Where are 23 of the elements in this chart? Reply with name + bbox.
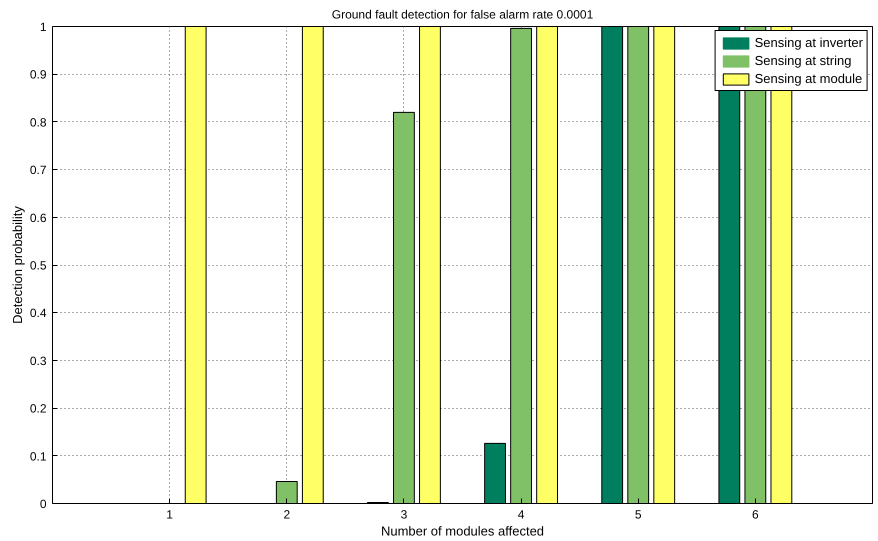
x-tick-label: 2 [283, 508, 290, 522]
y-tick-label: 0.6 [30, 210, 47, 225]
x-axis-title: Number of modules affected [380, 524, 544, 538]
y-tick-label: 0.1 [30, 449, 47, 464]
x-tick-label: 3 [400, 508, 408, 522]
y-tick-label: 0.2 [30, 402, 47, 416]
legend-label: Sensing at module [754, 71, 862, 86]
y-tick-label: 0.4 [30, 306, 47, 320]
y-axis-title: Detection probability [10, 206, 25, 324]
x-tick-label: 6 [752, 508, 760, 522]
x-tick-label: 5 [634, 508, 642, 522]
legend-label: Sensing at inverter [754, 35, 863, 50]
y-tick-label: 0.5 [30, 258, 47, 272]
legend-label: Sensing at string [754, 53, 852, 68]
y-tick-label: 0.8 [30, 115, 47, 130]
y-tick-label: 0 [40, 497, 47, 511]
x-tick-label: 1 [166, 508, 174, 522]
y-tick-label: 1 [40, 20, 47, 34]
x-tick-label: 4 [518, 508, 525, 522]
chart-title: Ground fault detection for false alarm rate 0.0001 [332, 8, 594, 22]
y-tick-label: 0.3 [30, 354, 47, 368]
y-tick-label: 0.7 [30, 163, 47, 178]
y-tick-label: 0.9 [30, 68, 47, 82]
